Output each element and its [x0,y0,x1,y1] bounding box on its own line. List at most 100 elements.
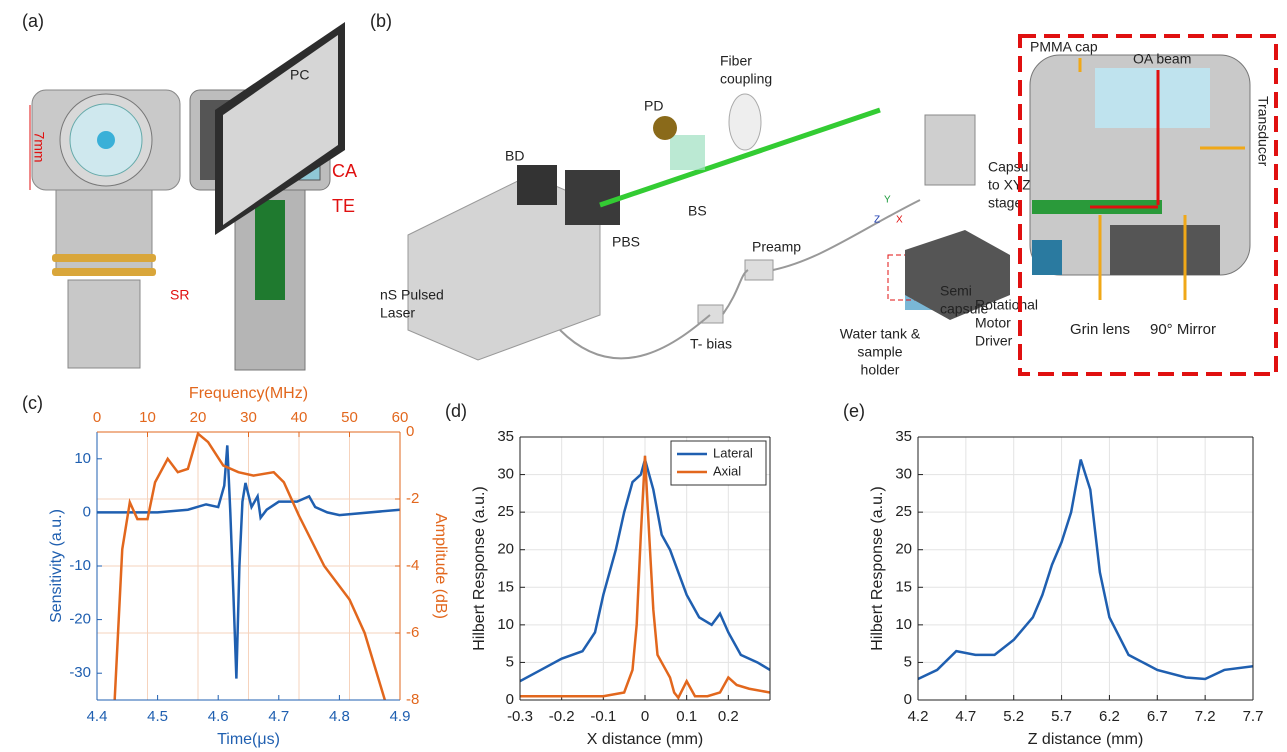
y-tick-label: 20 [895,541,912,558]
dimension: 7mm [31,131,47,162]
y-axis-title: Sensitivity (a.u.) [48,509,65,623]
x-tick-label: 4.6 [208,708,229,725]
callout: BD [505,148,524,164]
y-tick-label: 5 [904,653,912,670]
callout: Driver [975,333,1013,349]
chart: 4.44.54.64.74.84.9-30-20-100100102030405… [22,385,449,748]
y-axis-title: Hilbert Response (a.u.) [869,486,886,651]
x-tick-label: 0.2 [718,708,739,725]
x-tick-label: -0.1 [590,708,616,725]
y2-tick-label: -2 [406,490,419,507]
y2-axis-title: Amplitude (dB) [432,513,449,619]
x2-tick-label: 50 [341,409,358,426]
panel-b: (b) PC BD PD Fiber coupling BS PBS Pream… [215,11,1098,378]
x2-tick-label: 40 [291,409,308,426]
x-tick-label: 4.9 [390,708,411,725]
callout: Rotational [975,297,1038,313]
callout: T- bias [690,336,732,352]
y-tick-label: 0 [83,503,91,520]
x-tick-label: 7.7 [1243,708,1264,725]
y-tick-label: -30 [69,664,91,681]
x-tick-label: 4.7 [955,708,976,725]
lens-center [97,131,115,149]
callout: Water tank & [840,326,921,342]
callout: coupling [720,71,772,87]
beam-splitter [670,135,705,170]
x2-tick-label: 30 [240,409,257,426]
callout: sample [857,344,902,360]
transducer-body [1095,68,1210,128]
callout: Grin lens [1070,321,1130,338]
y2-tick-label: -4 [406,557,419,574]
inset: PMMA cap OA beam Transducer Grin lens 90… [1020,36,1276,374]
x-tick-label: -0.3 [507,708,533,725]
beam-dump [517,165,557,205]
y-tick-label: 25 [497,503,514,520]
axis-label: Y [884,195,891,206]
x-tick-label: 4.4 [87,708,108,725]
y-tick-label: 5 [506,653,514,670]
y-tick-label: -20 [69,611,91,628]
axis-label: X [896,215,903,226]
stage [925,115,975,185]
seal-ring [52,254,156,262]
pbs [565,170,620,225]
x-axis-title: Z distance (mm) [1028,731,1144,748]
x2-tick-label: 0 [93,409,101,426]
x-axis-title: X distance (mm) [587,731,703,748]
figure: (a) 7mm L CA TE SR (b) PC BD PD Fiber co… [0,0,1287,752]
callout: CA [332,161,357,181]
x-tick-label: 6.2 [1099,708,1120,725]
legend-label: Lateral [713,445,753,460]
x-tick-label: 7.2 [1195,708,1216,725]
callout: Laser [380,305,415,321]
y2-tick-label: -8 [406,691,419,708]
fiber-coupler [729,94,761,150]
x-axis-title: Time(μs) [217,731,280,748]
preamp-box [745,260,773,280]
x-tick-label: 5.7 [1051,708,1072,725]
callout: TE [332,196,355,216]
x-tick-label: 0.1 [676,708,697,725]
part [1032,240,1062,275]
y-tick-label: 10 [74,450,91,467]
page: (a) 7mm L CA TE SR (b) PC BD PD Fiber co… [0,0,1287,752]
x-tick-label: 4.5 [147,708,168,725]
y-tick-label: 15 [895,578,912,595]
callout: PMMA cap [1030,39,1098,55]
axis-label: Z [874,215,880,226]
x-tick-label: -0.2 [549,708,575,725]
x-tick-label: 5.2 [1003,708,1024,725]
callout: PC [290,67,309,83]
callout: OA beam [1133,51,1191,67]
x2-tick-label: 20 [190,409,207,426]
callout: holder [861,362,900,378]
panel-label: (e) [843,401,865,421]
y-tick-label: 15 [497,578,514,595]
y-tick-label: -10 [69,557,91,574]
seal-ring [52,268,156,276]
y-tick-label: 25 [895,503,912,520]
x-tick-label: 4.2 [908,708,929,725]
y-tick-label: 0 [506,691,514,708]
chart: -0.3-0.2-0.100.10.205101520253035X dista… [445,401,770,748]
callout: Motor [975,315,1011,331]
x2-tick-label: 10 [139,409,156,426]
x-tick-label: 4.8 [329,708,350,725]
panel-label: (b) [370,11,392,31]
y-tick-label: 0 [904,691,912,708]
panel-label: (a) [22,11,44,31]
legend-label: Axial [713,463,741,478]
x-tick-label: 6.7 [1147,708,1168,725]
callout: Transducer [1255,96,1271,167]
callout: stage [988,195,1022,211]
callout: PD [644,98,663,114]
y2-tick-label: 0 [406,423,414,440]
y-axis-title: Hilbert Response (a.u.) [471,486,488,651]
tbias-box [698,305,723,323]
panel-label: (c) [22,393,43,413]
y-tick-label: 30 [895,466,912,483]
y2-tick-label: -6 [406,624,419,641]
callout: Fiber [720,53,752,69]
